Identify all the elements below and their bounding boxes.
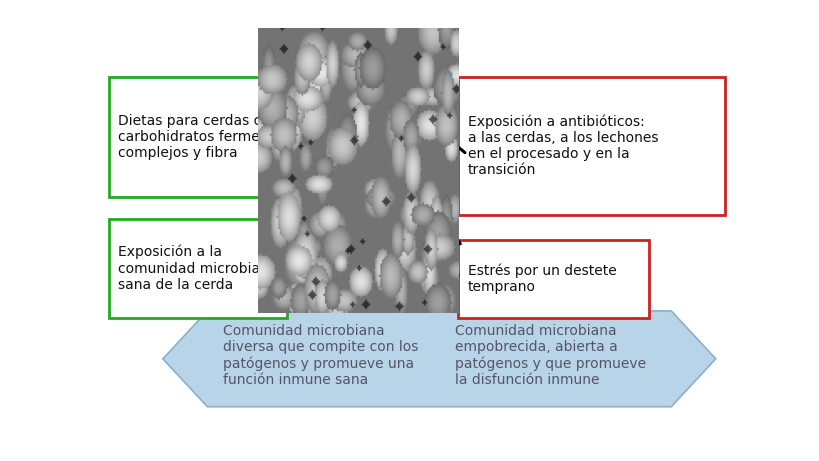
Text: Exposición a antibióticos:
a las cerdas, a los lechones
en el procesado y en la
: Exposición a antibióticos: a las cerdas,…: [468, 114, 658, 177]
Text: Comunidad microbiana
diversa que compite con los
patógenos y promueve una
funció: Comunidad microbiana diversa que compite…: [223, 324, 419, 387]
Polygon shape: [163, 311, 715, 407]
FancyBboxPatch shape: [458, 77, 724, 215]
Text: Dietas para cerdas con
carbohidratos fermentables
complejos y fibra: Dietas para cerdas con carbohidratos fer…: [118, 114, 311, 160]
Text: Comunidad microbiana
empobrecida, abierta a
patógenos y que promueve
la disfunci: Comunidad microbiana empobrecida, abiert…: [455, 324, 645, 387]
FancyBboxPatch shape: [109, 77, 287, 197]
FancyBboxPatch shape: [109, 219, 287, 318]
Text: Estrés por un destete
temprano: Estrés por un destete temprano: [468, 264, 616, 294]
FancyBboxPatch shape: [458, 240, 649, 318]
Text: Exposición a la
comunidad microbiana
sana de la cerda: Exposición a la comunidad microbiana san…: [118, 245, 278, 292]
